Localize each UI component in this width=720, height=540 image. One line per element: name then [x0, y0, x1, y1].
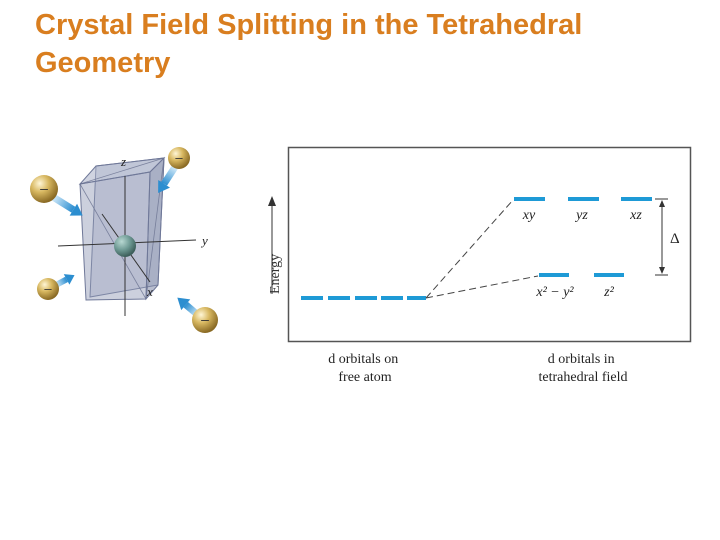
ligand-arrow-top-left [51, 194, 83, 216]
ligand-charge-bottom-right: – [201, 311, 209, 327]
ligand-top-right: – [168, 147, 190, 169]
ligand-top-left: – [30, 175, 58, 203]
orbital-label-z2: z² [603, 285, 614, 300]
central-metal-atom [114, 235, 136, 257]
orbital-label-yz: yz [574, 208, 588, 223]
ligand-bottom-right: – [192, 307, 218, 333]
ligand-charge-top-right: – [175, 150, 183, 165]
caption-tetrahedral-field-line-1: d orbitals in [548, 352, 615, 367]
orbital-label-xz: xz [629, 208, 642, 223]
ligand-arrow-top-right [158, 165, 178, 193]
correlation-lines [425, 199, 539, 299]
caption-free-atom: d orbitals on free atom [328, 352, 402, 385]
energy-axis-label: Energy [268, 254, 283, 294]
slide-title-line-2: Geometry [35, 47, 171, 79]
splitting-label: Δ [670, 231, 680, 247]
z-axis-label: z [120, 154, 126, 169]
ligand-bottom-left: – [37, 278, 59, 300]
y-axis-label: y [200, 233, 208, 248]
caption-free-atom-line-2: free atom [338, 370, 391, 385]
caption-tetrahedral-field-line-2: tetrahedral field [538, 370, 627, 385]
ligand-charge-top-left: – [40, 180, 48, 196]
energy-level-diagram: Energy xy yz xz x² − y² [268, 146, 692, 385]
slide-title-line-1: Crystal Field Splitting in the Tetrahedr… [35, 9, 583, 41]
slide-title: Crystal Field Splitting in the Tetrahedr… [35, 6, 695, 82]
ligand-charge-bottom-left: – [44, 281, 52, 296]
x-axis-label: x [146, 284, 153, 299]
cube-front-face [79, 171, 151, 301]
ligand-arrows [51, 165, 201, 318]
diagram-frame [287, 146, 692, 343]
splitting-arrow [655, 198, 668, 276]
orbital-label-x2-y2: x² − y² [535, 285, 574, 300]
caption-free-atom-line-1: d orbitals on [328, 352, 398, 367]
tetrahedron-edges [79, 157, 165, 300]
energy-axis-arrow [268, 196, 276, 294]
correlation-line-lower [425, 275, 539, 299]
caption-tetrahedral-field: d orbitals in tetrahedral field [538, 352, 627, 385]
tetrahedral-geometry-figure: z y x – [30, 147, 218, 333]
orbital-label-xy: xy [522, 208, 536, 223]
